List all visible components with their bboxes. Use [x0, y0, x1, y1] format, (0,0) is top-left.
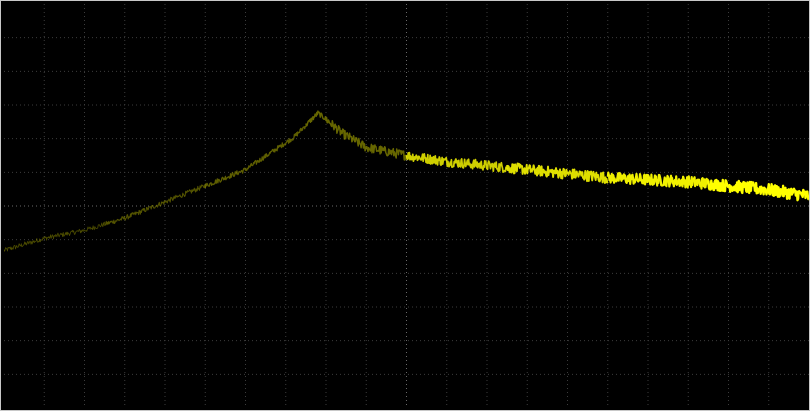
- spectrum-trace-segment: [707, 178, 809, 202]
- grid: [4, 4, 809, 408]
- spectrum-trace-segment: [204, 125, 307, 189]
- spectrum-trace-segment: [305, 110, 408, 161]
- spectrum-trace-segment: [104, 184, 206, 226]
- spectrum-trace-segment: [606, 171, 710, 190]
- spectrum-trace-segment: [405, 151, 508, 174]
- trace-layer: [4, 110, 809, 252]
- spectrum-trace-segment: [4, 221, 105, 252]
- spectrum-trace-segment: [506, 162, 609, 184]
- spectrum-plot: [4, 4, 809, 408]
